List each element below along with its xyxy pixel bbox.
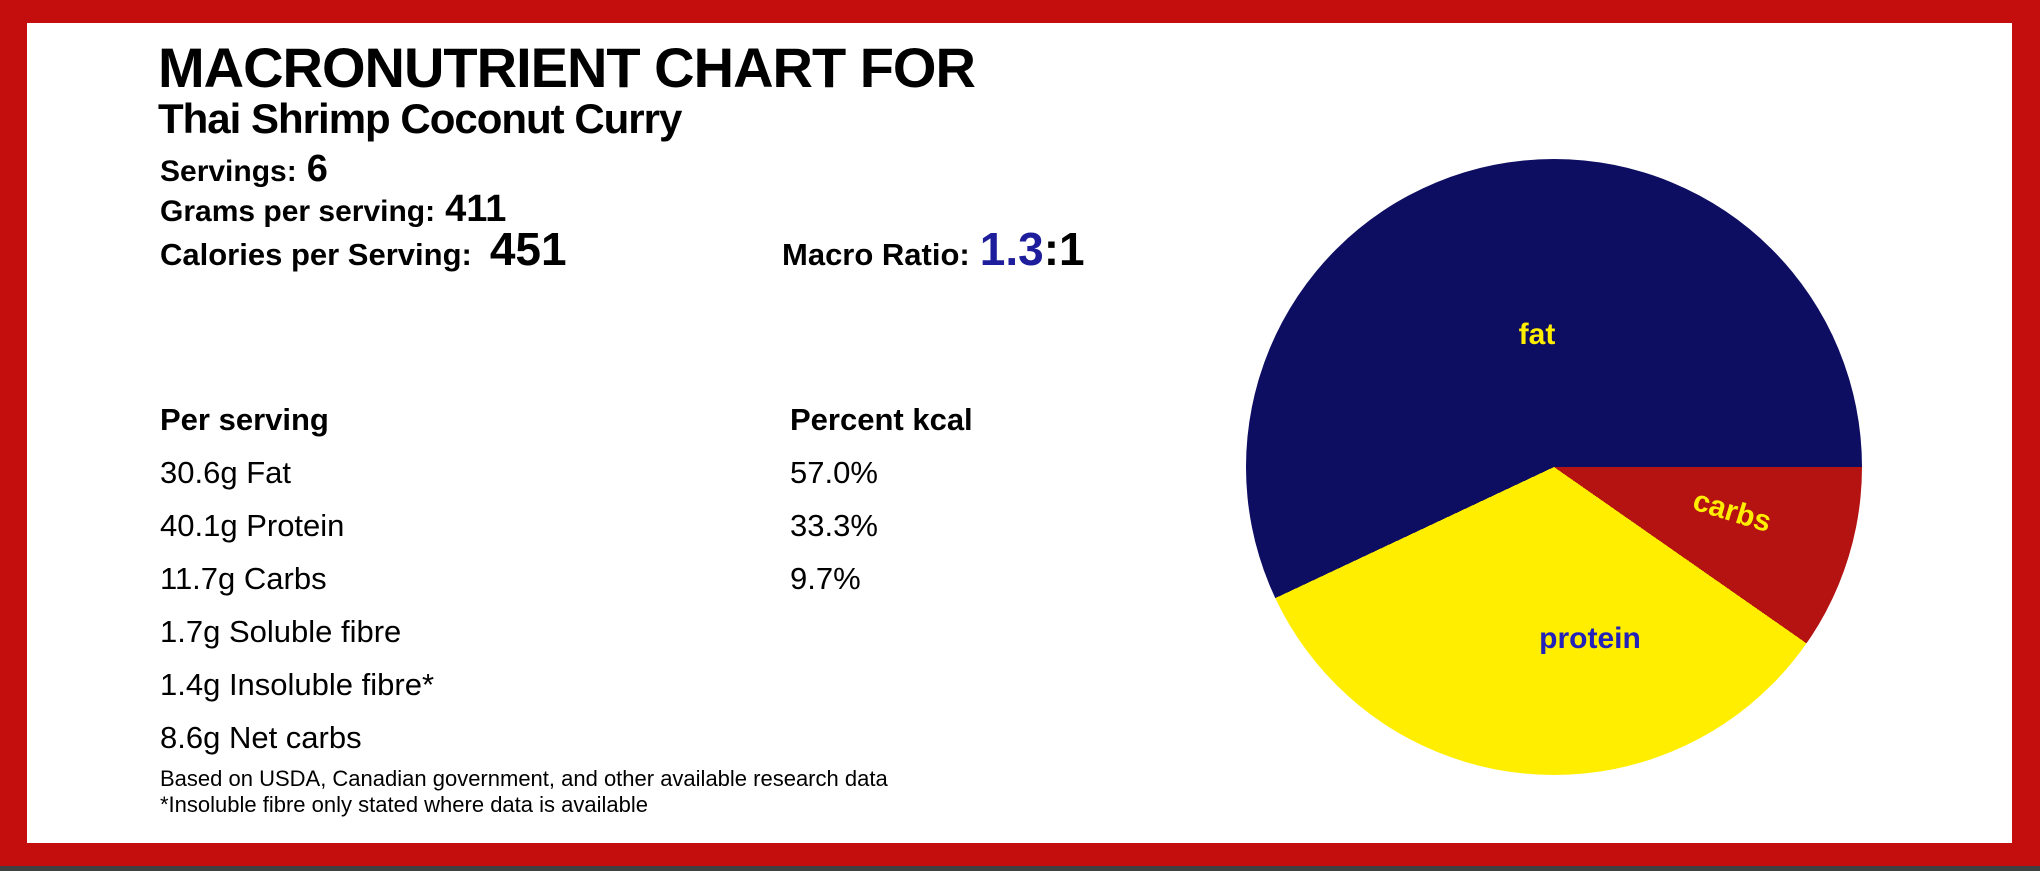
footnote-insoluble: *Insoluble fibre only stated where data … <box>160 792 648 817</box>
grams-per-serving-line: Grams per serving: 411 <box>160 188 506 231</box>
table-row-amount: 30.6g Fat <box>160 455 291 490</box>
table-row-percent: 9.7% <box>790 561 861 596</box>
pie-slice-label-carbs: carbs <box>1689 484 1776 540</box>
table-row-amount: 1.7g Soluble fibre <box>160 614 402 649</box>
table-row-percent <box>790 711 973 764</box>
calories-line: Calories per Serving: 451 <box>160 222 567 276</box>
bottom-edge-strip <box>0 866 2040 871</box>
recipe-name: Thai Shrimp Coconut Curry <box>158 95 682 142</box>
table-row-percent: 57.0% <box>790 455 878 490</box>
calories-label: Calories per Serving: <box>160 237 472 272</box>
servings-value: 6 <box>306 148 328 190</box>
page-title: MACRONUTRIENT CHART FOR <box>158 36 976 99</box>
footnotes: Based on USDA, Canadian government, and … <box>160 766 888 818</box>
macro-ratio-number: 1.3 <box>979 223 1044 275</box>
pie-slice-label-fat: fat <box>1518 318 1556 351</box>
table-row-amount: 8.6g Net carbs <box>160 720 362 755</box>
col-header-percent-kcal: Percent kcal <box>790 402 973 437</box>
table-row-percent <box>790 658 973 711</box>
grams-label: Grams per serving: <box>160 195 436 228</box>
pie-slice-label-protein: protein <box>1539 622 1641 655</box>
macro-ratio-line: Macro Ratio: 1.3:1 <box>782 222 1085 276</box>
pie-chart: fat protein carbs <box>1246 159 1862 775</box>
table-row-percent <box>790 605 973 658</box>
nutrient-table: Per serving Percent kcal 30.6g Fat 57.0%… <box>160 393 973 764</box>
table-row-percent: 33.3% <box>790 508 878 543</box>
macro-ratio-label: Macro Ratio: <box>782 237 970 272</box>
calories-value: 451 <box>489 223 567 275</box>
servings-line: Servings: 6 <box>160 148 328 191</box>
col-header-per-serving: Per serving <box>160 402 329 437</box>
table-row-amount: 1.4g Insoluble fibre* <box>160 667 435 702</box>
servings-label: Servings: <box>160 155 297 188</box>
grams-value: 411 <box>445 188 507 230</box>
macro-ratio-value: 1.3:1 <box>980 222 1085 276</box>
table-row-amount: 40.1g Protein <box>160 508 345 543</box>
macro-ratio-suffix: :1 <box>1043 223 1085 275</box>
footnote-source: Based on USDA, Canadian government, and … <box>160 766 888 791</box>
table-row-amount: 11.7g Carbs <box>160 561 327 596</box>
